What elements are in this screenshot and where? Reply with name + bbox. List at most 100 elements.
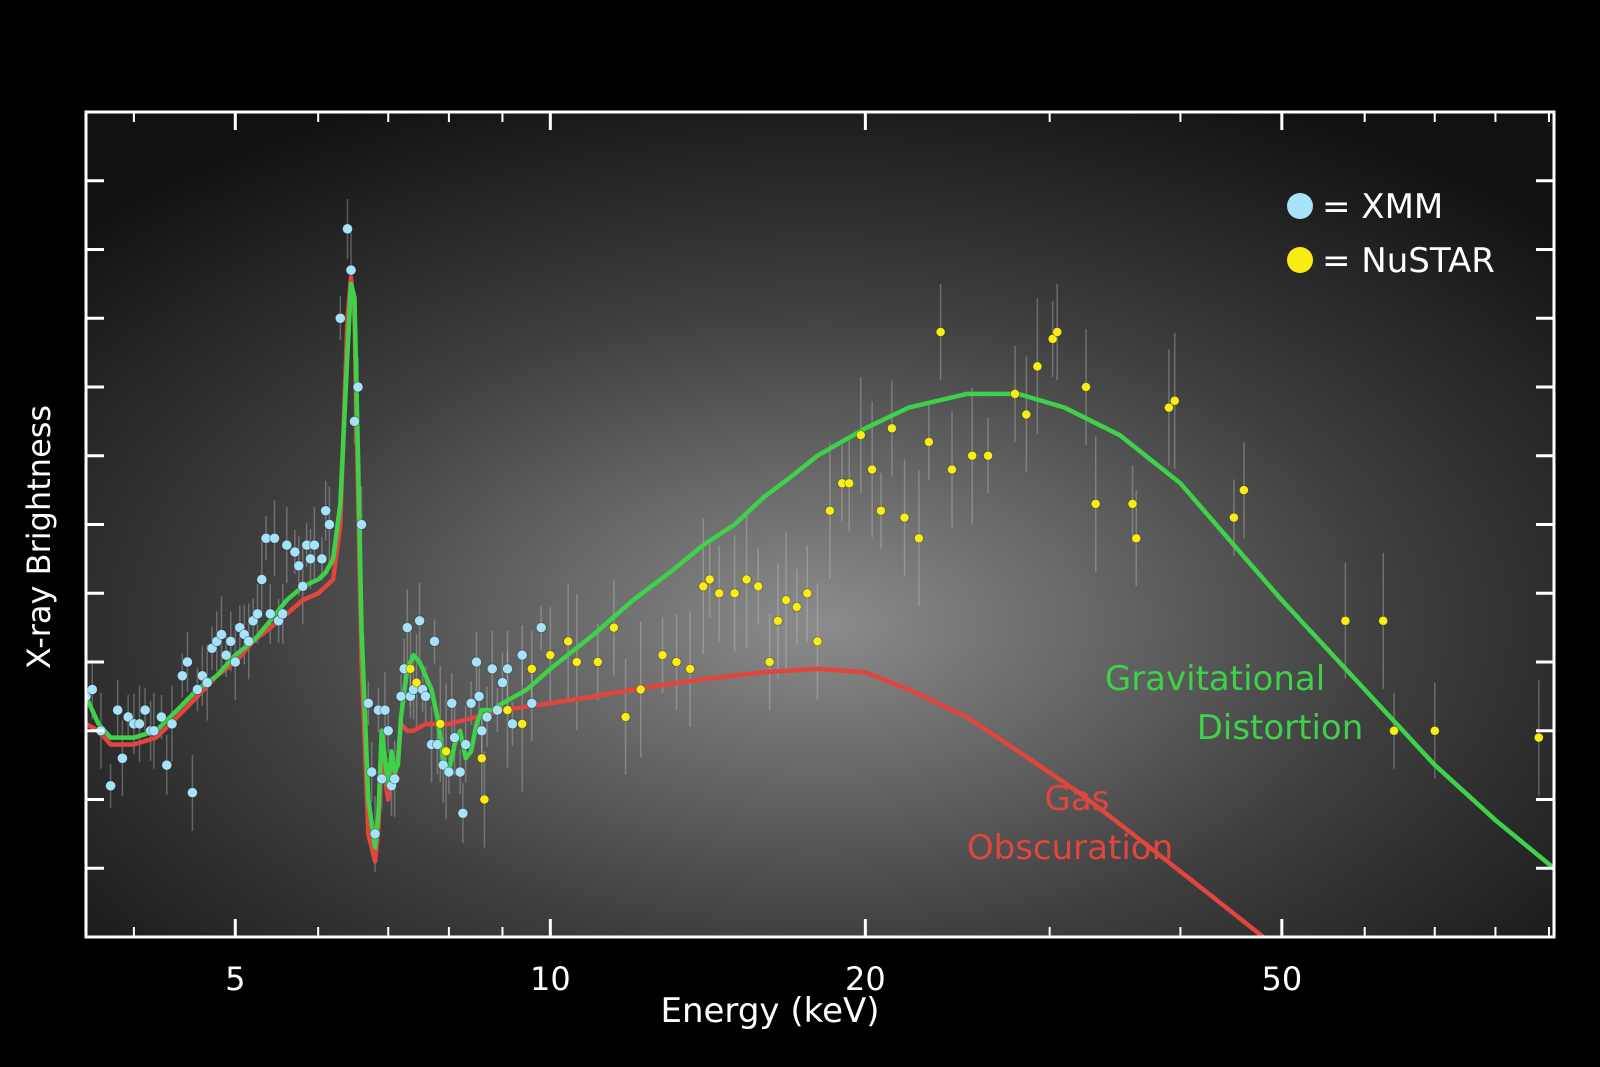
- xmm-point: [86, 684, 98, 695]
- nustar-point: [405, 664, 416, 674]
- nustar-point: [781, 595, 791, 605]
- annotation-distortion: Distortion: [1197, 708, 1364, 748]
- xmm-point: [155, 711, 167, 723]
- legend-xmm-marker: [1287, 193, 1313, 219]
- annotation-obscuration: Obscuration: [967, 828, 1173, 868]
- legend: = XMM = NuSTAR: [1287, 187, 1495, 281]
- nustar-point: [685, 664, 695, 674]
- xmm-point: [216, 629, 227, 640]
- nustar-point: [791, 602, 802, 612]
- nustar-point: [825, 505, 835, 516]
- nustar-point: [571, 657, 582, 667]
- nustar-point: [657, 650, 668, 660]
- nustar-point: [867, 464, 877, 475]
- x-axis-label: Energy (keV): [660, 991, 879, 1031]
- nustar-point: [1340, 615, 1351, 626]
- legend-nustar-label: = NuSTAR: [1322, 241, 1495, 281]
- xmm-point: [112, 704, 124, 716]
- xmm-point: [443, 766, 455, 778]
- nustar-point: [1032, 361, 1043, 372]
- xmm-point: [507, 718, 518, 730]
- xmm-point: [277, 608, 289, 620]
- nustar-point: [1047, 333, 1058, 344]
- xmm-point: [256, 574, 268, 585]
- nustar-point: [714, 588, 725, 599]
- xmm-point: [460, 739, 472, 750]
- nustar-point: [1127, 498, 1138, 509]
- xmm-point: [369, 828, 381, 840]
- nustar-point: [698, 581, 709, 592]
- x-tick-label-50: 50: [1261, 960, 1302, 998]
- xmm-point: [220, 649, 232, 661]
- xmm-point: [225, 636, 237, 647]
- xmm-point: [420, 691, 432, 702]
- xmm-point: [117, 752, 128, 764]
- xmm-point: [366, 766, 378, 778]
- nustar-point: [729, 588, 740, 599]
- xmm-point: [414, 615, 426, 627]
- nustar-point: [812, 636, 823, 647]
- nustar-point: [1052, 327, 1063, 337]
- xmm-point: [161, 759, 173, 771]
- xmm-point: [252, 608, 263, 620]
- nustar-point: [563, 636, 574, 647]
- y-axis-label: X-ray Brightness: [20, 405, 58, 669]
- nustar-point: [741, 574, 752, 585]
- xmm-point: [289, 546, 301, 558]
- nustar-point: [764, 657, 775, 667]
- xmm-point: [476, 725, 488, 737]
- nustar-point: [1090, 498, 1101, 509]
- xmm-point: [342, 223, 353, 235]
- nustar-point: [479, 794, 490, 805]
- xmm-point: [352, 381, 364, 393]
- nustar-point: [704, 574, 715, 585]
- nustar-point: [947, 464, 957, 475]
- nustar-point: [967, 450, 978, 461]
- nustar-point: [609, 622, 619, 633]
- xmm-point: [134, 718, 145, 730]
- xmm-point: [471, 656, 482, 668]
- axis-ticks: [86, 112, 1554, 937]
- nustar-point: [441, 746, 452, 757]
- xmm-point: [446, 697, 458, 709]
- nustar-point: [1010, 388, 1020, 399]
- nustar-point: [844, 478, 855, 489]
- nustar-point: [924, 437, 934, 447]
- nustar-point: [635, 684, 646, 695]
- line-gravitational-distortion: [86, 281, 1554, 871]
- x-tick-label-10: 10: [530, 960, 571, 998]
- xmm-point: [139, 704, 151, 716]
- xmm-point: [362, 697, 374, 709]
- xmm-point: [305, 553, 316, 565]
- xmm-point: [243, 636, 255, 647]
- xmm-point: [473, 691, 485, 702]
- nustar-point: [753, 581, 764, 592]
- nustar-point: [671, 657, 682, 667]
- nustar-point: [517, 719, 528, 729]
- legend-xmm-label: = XMM: [1322, 187, 1443, 227]
- xmm-point: [457, 807, 469, 819]
- nustar-point: [435, 719, 446, 729]
- nustar-point: [1429, 725, 1440, 736]
- xmm-point: [320, 505, 332, 517]
- xmm-point: [497, 677, 508, 688]
- nustar-point: [802, 588, 813, 599]
- nustar-point: [1164, 402, 1174, 413]
- xmm-point: [297, 581, 309, 592]
- x-tick-labels: 5 10 20 50: [225, 960, 1302, 998]
- nustar-point: [592, 657, 603, 667]
- xmm-point: [105, 780, 116, 792]
- nustar-point: [545, 650, 556, 660]
- nustar-point: [502, 705, 513, 715]
- xmm-point: [345, 264, 357, 276]
- xmm-point: [176, 670, 188, 682]
- xmm-point: [437, 759, 449, 771]
- xmm-point: [181, 656, 193, 668]
- xmm-point: [535, 622, 547, 633]
- xmm-point: [122, 711, 134, 723]
- xmm-point: [308, 539, 320, 551]
- nustar-point: [935, 327, 946, 337]
- nustar-point: [1131, 533, 1142, 544]
- nustar-point: [411, 677, 422, 688]
